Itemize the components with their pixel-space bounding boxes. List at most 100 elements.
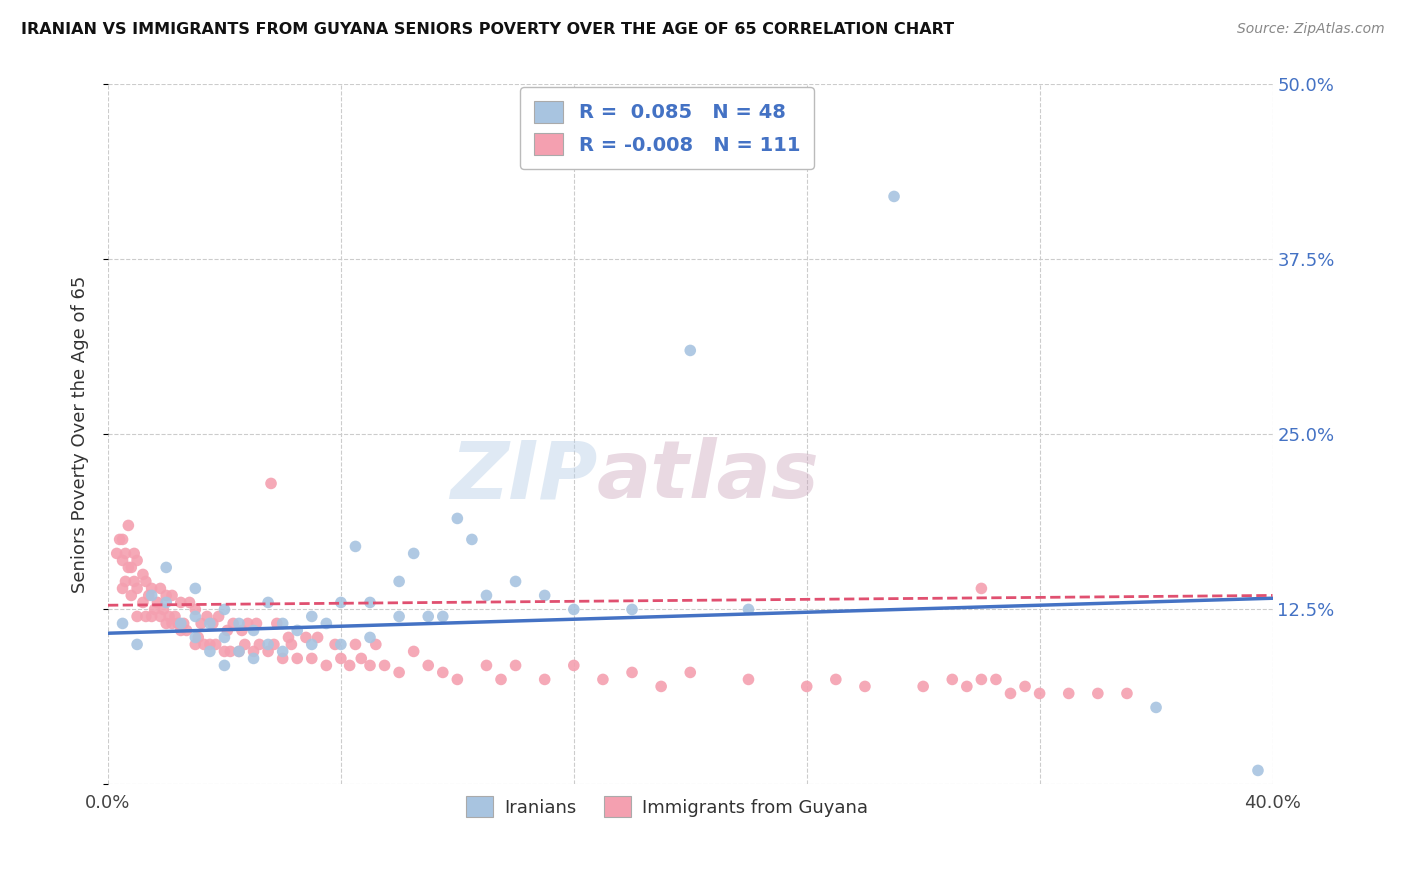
Point (301, 609, 323, 624)
Text: IRANIAN VS IMMIGRANTS FROM GUYANA SENIORS POVERTY OVER THE AGE OF 65 CORRELATION: IRANIAN VS IMMIGRANTS FROM GUYANA SENIOR… (21, 22, 955, 37)
Point (315, 616, 337, 631)
Point (198, 637, 221, 651)
Point (127, 553, 149, 567)
Point (1028, 686, 1050, 700)
Point (1057, 686, 1080, 700)
Point (388, 574, 411, 589)
Point (984, 673, 1007, 687)
Point (402, 546, 425, 560)
Point (214, 602, 236, 616)
Point (127, 637, 149, 651)
Point (592, 673, 614, 687)
Point (266, 616, 288, 631)
Point (204, 637, 226, 651)
Point (301, 651, 323, 665)
Point (679, 343, 702, 358)
Point (359, 631, 381, 645)
Point (562, 602, 585, 616)
Point (201, 616, 224, 631)
Point (432, 665, 454, 680)
Point (135, 574, 157, 589)
Point (329, 651, 352, 665)
Point (970, 582, 993, 596)
Point (912, 680, 935, 694)
Point (329, 637, 352, 651)
Point (956, 680, 979, 694)
Point (388, 665, 411, 680)
Point (344, 637, 367, 651)
Point (242, 651, 264, 665)
Point (167, 616, 190, 631)
Point (970, 673, 993, 687)
Point (329, 595, 352, 609)
Point (402, 644, 425, 658)
Point (295, 631, 318, 645)
Point (105, 546, 128, 560)
Point (149, 582, 172, 596)
Text: atlas: atlas (598, 437, 820, 516)
Point (236, 616, 259, 631)
Point (117, 518, 139, 533)
Point (446, 673, 468, 687)
Point (263, 637, 285, 651)
Point (117, 560, 139, 574)
Point (1116, 686, 1139, 700)
Point (132, 595, 155, 609)
Point (621, 602, 644, 616)
Point (170, 624, 193, 638)
Point (323, 637, 346, 651)
Point (364, 637, 387, 651)
Point (418, 658, 440, 673)
Point (173, 616, 195, 631)
Point (141, 582, 163, 596)
Point (170, 595, 193, 609)
Point (339, 658, 361, 673)
Point (143, 602, 166, 616)
Point (155, 560, 177, 574)
Point (217, 624, 239, 638)
Point (193, 637, 215, 651)
Point (271, 616, 294, 631)
Point (853, 680, 876, 694)
Point (475, 658, 498, 673)
Point (533, 589, 555, 603)
Point (138, 589, 160, 603)
Point (374, 658, 396, 673)
Point (233, 637, 256, 651)
Point (184, 602, 207, 616)
Point (1144, 700, 1167, 714)
Point (257, 637, 280, 651)
Point (737, 673, 759, 687)
Text: Source: ZipAtlas.com: Source: ZipAtlas.com (1237, 22, 1385, 37)
Point (184, 609, 207, 624)
Point (127, 609, 149, 624)
Point (245, 616, 267, 631)
Point (120, 589, 142, 603)
Point (315, 658, 337, 673)
Point (388, 609, 411, 624)
Point (122, 574, 145, 589)
Point (122, 546, 145, 560)
Point (271, 644, 294, 658)
Point (135, 609, 157, 624)
Point (222, 616, 245, 631)
Point (737, 602, 759, 616)
Point (344, 540, 367, 554)
Point (247, 637, 270, 651)
Point (796, 680, 818, 694)
Point (170, 616, 193, 631)
Point (228, 644, 250, 658)
Point (179, 595, 201, 609)
Point (157, 609, 180, 624)
Point (231, 624, 253, 638)
Point (195, 609, 218, 624)
Point (280, 637, 302, 651)
Point (475, 589, 498, 603)
Point (307, 631, 329, 645)
Point (257, 644, 280, 658)
Point (152, 602, 174, 616)
Point (190, 616, 212, 631)
Point (824, 673, 846, 687)
Point (359, 658, 381, 673)
Point (155, 589, 177, 603)
